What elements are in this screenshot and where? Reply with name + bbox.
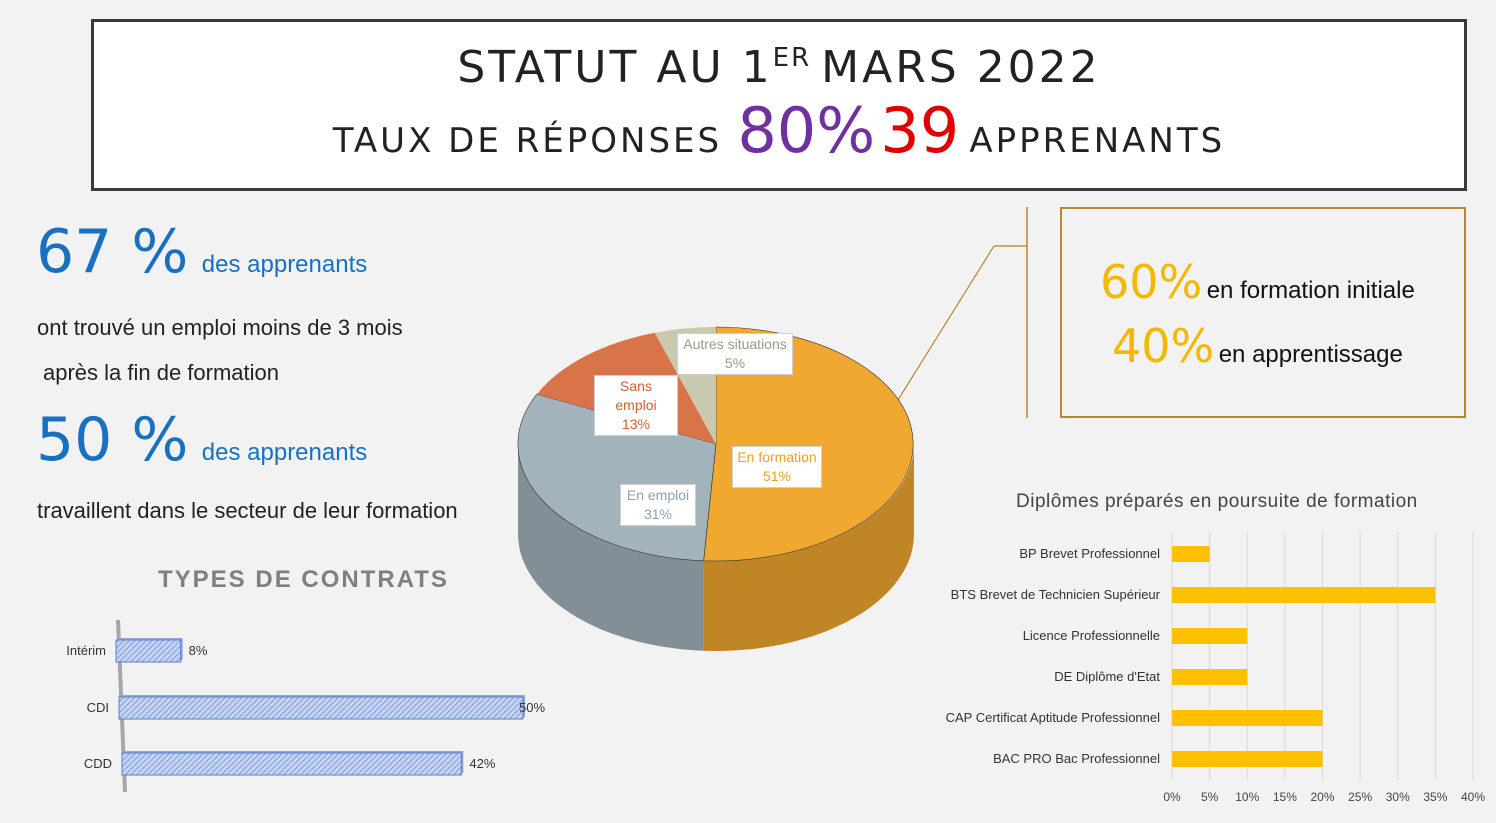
diploma-category-label: BAC PRO Bac Professionnel — [993, 751, 1160, 766]
contract-category-label: CDI — [86, 700, 109, 715]
stat-employment: 67 % des apprenants — [36, 217, 367, 287]
pie-label-value: 31% — [643, 506, 673, 522]
initial-formation-value: 60% — [1100, 255, 1203, 309]
stat-employment-text-1: ont trouvé un emploi moins de 3 mois — [37, 315, 403, 340]
pie-label-name: Sans emploi — [615, 378, 657, 413]
diploma-bar — [1172, 587, 1436, 603]
diploma-x-tick: 0% — [1163, 790, 1181, 804]
pie-label-name: En emploi — [626, 487, 690, 503]
stat-employment-value: 67 % — [36, 217, 189, 287]
apprenticeship-label: en apprentissage — [1218, 341, 1403, 368]
learner-count-label: APPRENANTS — [969, 121, 1226, 161]
header-title: STATUT AU 1ER MARS 2022 — [94, 42, 1464, 93]
pie-label-name: En formation — [737, 449, 817, 465]
diploma-x-tick: 30% — [1385, 790, 1410, 804]
diplomas-chart-title: Diplômes préparés en poursuite de format… — [1016, 491, 1418, 512]
header-box: STATUT AU 1ER MARS 2022 TAUX DE RÉPONSES … — [91, 19, 1467, 191]
diploma-x-tick: 5% — [1200, 790, 1219, 804]
contract-bar-cdd — [121, 752, 462, 776]
title-part-a: STATUT AU 1 — [457, 42, 773, 93]
stat-employment-text-2: après la fin de formation — [43, 360, 280, 385]
header-subtitle: TAUX DE RÉPONSES 80% 39 APPRENANTS — [94, 94, 1464, 167]
diploma-bar — [1172, 710, 1323, 726]
diploma-x-tick: 20% — [1310, 790, 1335, 804]
diploma-x-tick: 35% — [1423, 790, 1448, 804]
title-superscript: ER — [772, 43, 812, 73]
learner-count: 39 — [880, 94, 960, 167]
apprenticeship-value: 40% — [1112, 319, 1215, 373]
pie-label-value: 5% — [724, 355, 746, 371]
pie-label-en-emploi: En emploi 31% — [620, 484, 696, 526]
initial-formation-label: en formation initiale — [1206, 277, 1415, 304]
stat-employment-label: des apprenants — [201, 251, 368, 278]
diploma-x-tick: 40% — [1460, 790, 1486, 804]
pie-label-name: Autres situations — [683, 336, 787, 352]
pie-label-autres-situations: Autres situations 5% — [677, 333, 793, 375]
diploma-bar — [1172, 669, 1248, 685]
pie-side-1 — [518, 444, 704, 651]
contract-bar-intérim — [115, 639, 182, 663]
contract-category-label: Intérim — [66, 643, 106, 658]
pie-label-value: 13% — [621, 416, 651, 432]
stat-sector-value: 50 % — [36, 405, 189, 475]
title-part-b: MARS 2022 — [821, 42, 1101, 93]
stat-sector-text: travaillent dans le secteur de leur form… — [37, 498, 458, 523]
diploma-x-tick: 25% — [1348, 790, 1373, 804]
pie-side-0 — [703, 444, 914, 651]
pie-label-value: 51% — [762, 468, 792, 484]
contract-value-label: 8% — [188, 643, 208, 658]
diploma-bar — [1172, 546, 1210, 562]
stat-sector-label: des apprenants — [201, 439, 368, 466]
diploma-x-tick: 15% — [1272, 790, 1297, 804]
diploma-category-label: DE Diplôme d'Etat — [1054, 669, 1160, 684]
diploma-bar — [1172, 628, 1248, 644]
pie-slice-en-formation — [703, 326, 914, 562]
pie-label-en-formation: En formation 51% — [732, 446, 822, 488]
formation-breakdown-box: 60% en formation initiale 40% en apprent… — [1060, 207, 1466, 418]
response-rate-label: TAUX DE RÉPONSES — [332, 121, 723, 161]
diploma-bar — [1172, 751, 1323, 767]
contract-value-label: 42% — [469, 756, 496, 771]
diploma-category-label: BP Brevet Professionnel — [1019, 546, 1160, 561]
contract-bar-cdi — [118, 696, 524, 720]
diploma-x-tick: 10% — [1235, 790, 1260, 804]
diploma-category-label: BTS Brevet de Technicien Supérieur — [950, 587, 1160, 602]
stat-sector: 50 % des apprenants — [36, 405, 367, 475]
contract-value-label: 50% — [519, 700, 546, 715]
diploma-category-label: Licence Professionnelle — [1022, 628, 1160, 643]
contracts-chart-title: TYPES DE CONTRATS — [158, 566, 449, 593]
diploma-category-label: CAP Certificat Aptitude Professionnel — [945, 710, 1160, 725]
contract-category-label: CDD — [83, 756, 112, 771]
pie-label-sans-emploi: Sans emploi 13% — [594, 375, 678, 436]
response-rate-value: 80% — [737, 94, 876, 167]
